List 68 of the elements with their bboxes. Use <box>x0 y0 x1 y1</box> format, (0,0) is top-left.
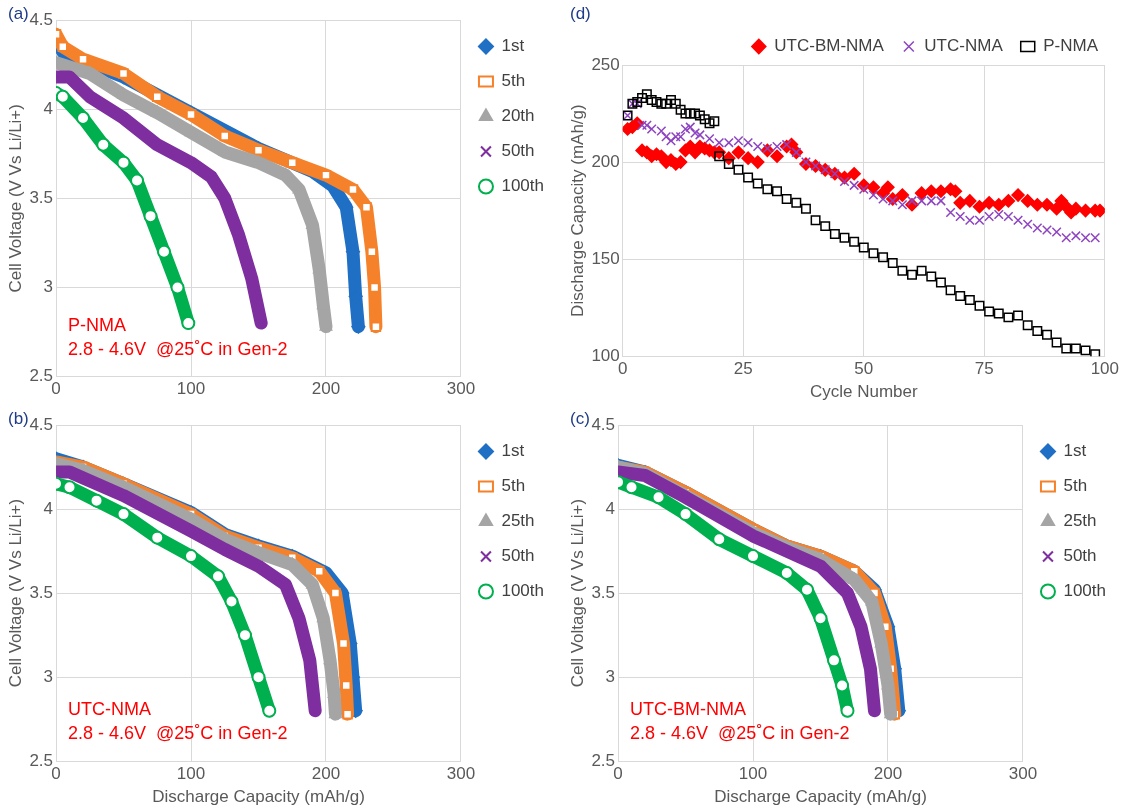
y-axis-title: Cell Voltage (V Vs Li/Li+) <box>567 498 587 688</box>
y-tick-label: 3.5 <box>29 582 54 602</box>
x-axis-title: Discharge Capacity (mAh/g) <box>152 787 365 807</box>
y-tick-label: 200 <box>591 151 620 171</box>
y-tick-label: 4 <box>43 98 54 118</box>
text: (a) <box>8 4 29 24</box>
legend-label: P-NMA <box>1043 36 1099 56</box>
x-tick-label: 0 <box>613 764 623 784</box>
annotation: 2.8 - 4.6V @25˚C in Gen-2 <box>630 723 850 744</box>
text: (c) <box>570 409 590 429</box>
y-tick-label: 3 <box>43 666 54 686</box>
legend-label: 5th <box>501 71 526 91</box>
legend-label: 20th <box>501 106 535 126</box>
x-tick-label: 0 <box>618 359 628 379</box>
y-axis-title: Cell Voltage (V Vs Li/Li+) <box>5 104 25 293</box>
annotation: P-NMA <box>68 314 127 335</box>
legend-label: 25th <box>501 511 535 531</box>
legend-label: 100th <box>501 581 545 601</box>
legend-label: 50th <box>501 141 535 161</box>
y-tick-label: 4.5 <box>29 9 54 29</box>
legend-label: UTC-NMA <box>924 36 1004 56</box>
x-tick-label: 200 <box>311 764 341 784</box>
y-tick-label: 250 <box>591 54 620 74</box>
y-tick-label: 150 <box>591 248 620 268</box>
text: (d) <box>570 4 591 24</box>
x-tick-label: 100 <box>176 379 206 399</box>
annotation: 2.8 - 4.6V @25˚C in Gen-2 <box>68 723 288 744</box>
x-tick-label: 0 <box>51 764 61 784</box>
x-tick-label: 50 <box>854 359 874 379</box>
y-tick-label: 3.5 <box>591 582 616 602</box>
y-tick-label: 3 <box>605 666 616 686</box>
y-tick-label: 3 <box>43 277 54 297</box>
annotation: UTC-NMA <box>68 699 152 720</box>
legend-label: 100th <box>1063 581 1107 601</box>
x-tick-label: 300 <box>1008 764 1038 784</box>
legend-label: 1st <box>1063 441 1087 461</box>
y-tick-label: 4.5 <box>591 414 616 434</box>
annotation: UTC-BM-NMA <box>630 699 747 720</box>
x-axis-title: Discharge Capacity (mAh/g) <box>714 787 927 807</box>
x-tick-label: 300 <box>446 379 476 399</box>
legend-label: 100th <box>501 176 545 196</box>
legend-label: 5th <box>501 476 526 496</box>
x-tick-label: 0 <box>51 379 61 399</box>
x-tick-label: 100 <box>1090 359 1120 379</box>
x-tick-label: 100 <box>176 764 206 784</box>
x-tick-label: 25 <box>733 359 753 379</box>
y-tick-label: 4 <box>605 498 616 518</box>
legend-label: 5th <box>1063 476 1088 496</box>
legend-label: 25th <box>1063 511 1097 531</box>
legend-label: 50th <box>1063 546 1097 566</box>
text: (b) <box>8 409 29 429</box>
x-tick-label: 300 <box>446 764 476 784</box>
y-tick-label: 4.5 <box>29 414 54 434</box>
y-tick-label: 100 <box>591 345 620 365</box>
x-tick-label: 200 <box>311 379 341 399</box>
y-axis-title: Cell Voltage (V Vs Li/Li+) <box>5 498 25 688</box>
x-tick-label: 75 <box>974 359 994 379</box>
x-tick-label: 200 <box>873 764 903 784</box>
x-axis-title: Cycle Number <box>809 382 918 402</box>
legend-label: UTC-BM-NMA <box>774 36 885 56</box>
legend-label: 1st <box>501 36 525 56</box>
annotation: 2.8 - 4.6V @25˚C in Gen-2 <box>68 338 288 359</box>
legend-label: 50th <box>501 546 535 566</box>
x-tick-label: 100 <box>738 764 768 784</box>
y-tick-label: 4 <box>43 498 54 518</box>
y-axis-title: Discharge Capacity (mAh/g) <box>567 104 587 317</box>
legend-label: 1st <box>501 441 525 461</box>
y-tick-label: 3.5 <box>29 187 54 207</box>
